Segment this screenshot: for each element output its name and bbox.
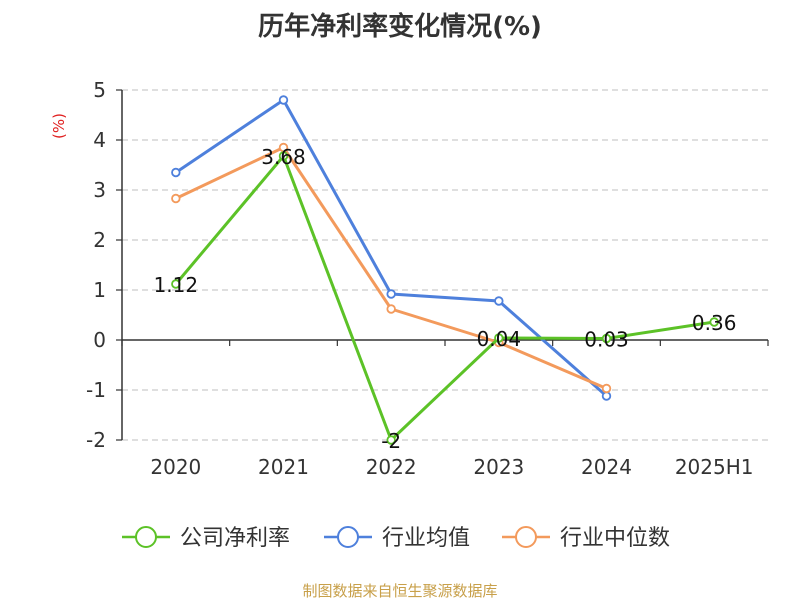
data-label: 0.03: [584, 328, 629, 352]
data-point: [601, 383, 612, 394]
data-label: 1.12: [154, 273, 199, 297]
series-lines: [171, 95, 719, 445]
x-tick-label: 2025H1: [675, 455, 754, 479]
x-tick-labels: 2020 2021 2022 2023 2024 2025H1: [150, 455, 753, 479]
data-point: [386, 289, 396, 299]
y-tick-label: 3: [93, 178, 106, 202]
series-line: [174, 98, 608, 398]
y-tick-label: -2: [86, 428, 106, 452]
data-labels: 1.12 3.68 -2 0.04 0.03 0.36: [154, 145, 737, 453]
x-tick-label: 2021: [258, 455, 309, 479]
data-point: [709, 317, 719, 327]
y-axis-label: (%): [50, 113, 68, 139]
source-note: 制图数据来自恒生聚源数据库: [302, 582, 498, 600]
legend: 公司净利率 行业均值 行业中位数: [122, 526, 670, 551]
axes: [116, 89, 769, 441]
x-tick-label: 2020: [150, 455, 201, 479]
data-label: -2: [381, 429, 401, 453]
y-tick-label: 0: [93, 328, 106, 352]
data-point: [386, 304, 396, 314]
x-tick-label: 2022: [366, 455, 417, 479]
legend-label: 行业均值: [382, 526, 470, 551]
series-line: [174, 154, 715, 442]
data-label: 3.68: [261, 145, 306, 169]
legend-marker: [337, 526, 359, 548]
series-line: [175, 146, 608, 390]
data-point: [494, 296, 504, 306]
y-tick-label: 4: [93, 128, 106, 152]
data-point: [171, 279, 181, 289]
y-tick-labels: 5 4 3 2 1 0 -1 -2: [86, 78, 106, 452]
y-tick-label: 5: [93, 78, 106, 102]
legend-marker: [135, 526, 157, 548]
data-point: [494, 333, 504, 343]
data-point: [171, 193, 181, 204]
data-label: 0.36: [692, 311, 737, 335]
data-point: [278, 151, 289, 161]
data-point: [601, 333, 612, 344]
data-point: [171, 167, 181, 178]
legend-label: 行业中位数: [560, 526, 670, 551]
data-point: [601, 391, 612, 401]
chart-title: 历年净利率变化情况(%): [258, 12, 542, 42]
data-label: 0.04: [477, 327, 522, 351]
data-point: [278, 95, 289, 105]
y-tick-label: -1: [86, 378, 106, 402]
legend-label: 公司净利率: [180, 526, 290, 551]
y-tick-label: 2: [93, 228, 106, 252]
y-tick-label: 1: [93, 278, 106, 302]
legend-marker: [515, 526, 537, 548]
data-point: [386, 435, 396, 445]
x-tick-label: 2024: [581, 455, 632, 479]
x-tick-label: 2023: [473, 455, 524, 479]
